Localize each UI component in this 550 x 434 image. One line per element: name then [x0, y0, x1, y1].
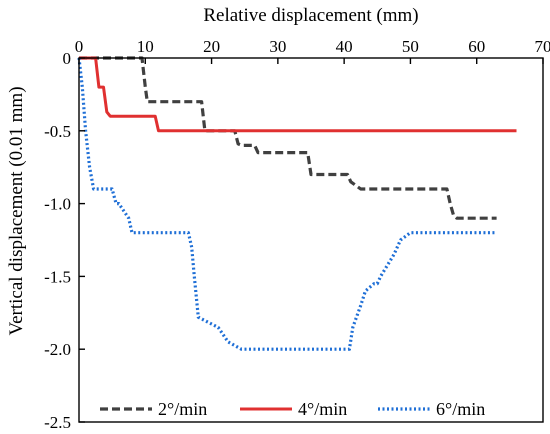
y-tick-labels: 0 -0.5 -1.0 -1.5 -2.0 -2.5: [44, 49, 71, 432]
series-line-3: [77, 57, 497, 351]
x-tick-label: 20: [203, 37, 220, 56]
x-tick-label: 10: [137, 37, 154, 56]
x-tick-label: 50: [402, 37, 419, 56]
series-line-1: [79, 56, 497, 220]
x-tick-label: 70: [535, 37, 550, 56]
x-axis-title: Relative displacement (mm): [203, 5, 418, 26]
y-ticks: [79, 57, 85, 423]
y-tick-label: -1.5: [44, 267, 71, 286]
y-tick-label: -0.5: [44, 122, 71, 141]
legend-label-3: 6°/min: [436, 399, 485, 419]
y-tick-label: -2.5: [44, 413, 71, 432]
legend: 2°/min 4°/min 6°/min: [100, 399, 485, 419]
plot-frame: [78, 57, 544, 423]
x-tick-label: 30: [269, 37, 286, 56]
y-axis-title: Vertical displacement (0.01 mm): [6, 86, 27, 335]
y-tick-label: 0: [63, 49, 72, 68]
x-tick-label: 40: [336, 37, 353, 56]
legend-label-1: 2°/min: [158, 399, 207, 419]
series-line-2: [79, 56, 517, 133]
legend-label-2: 4°/min: [298, 399, 347, 419]
series-group: [77, 56, 517, 351]
x-ticks: [78, 58, 544, 64]
x-tick-label: 0: [75, 37, 84, 56]
y-tick-label: -1.0: [44, 195, 71, 214]
y-tick-label: -2.0: [44, 340, 71, 359]
x-tick-labels: 0 10 20 30 40 50 60 70: [75, 37, 550, 56]
x-tick-label: 60: [468, 37, 485, 56]
